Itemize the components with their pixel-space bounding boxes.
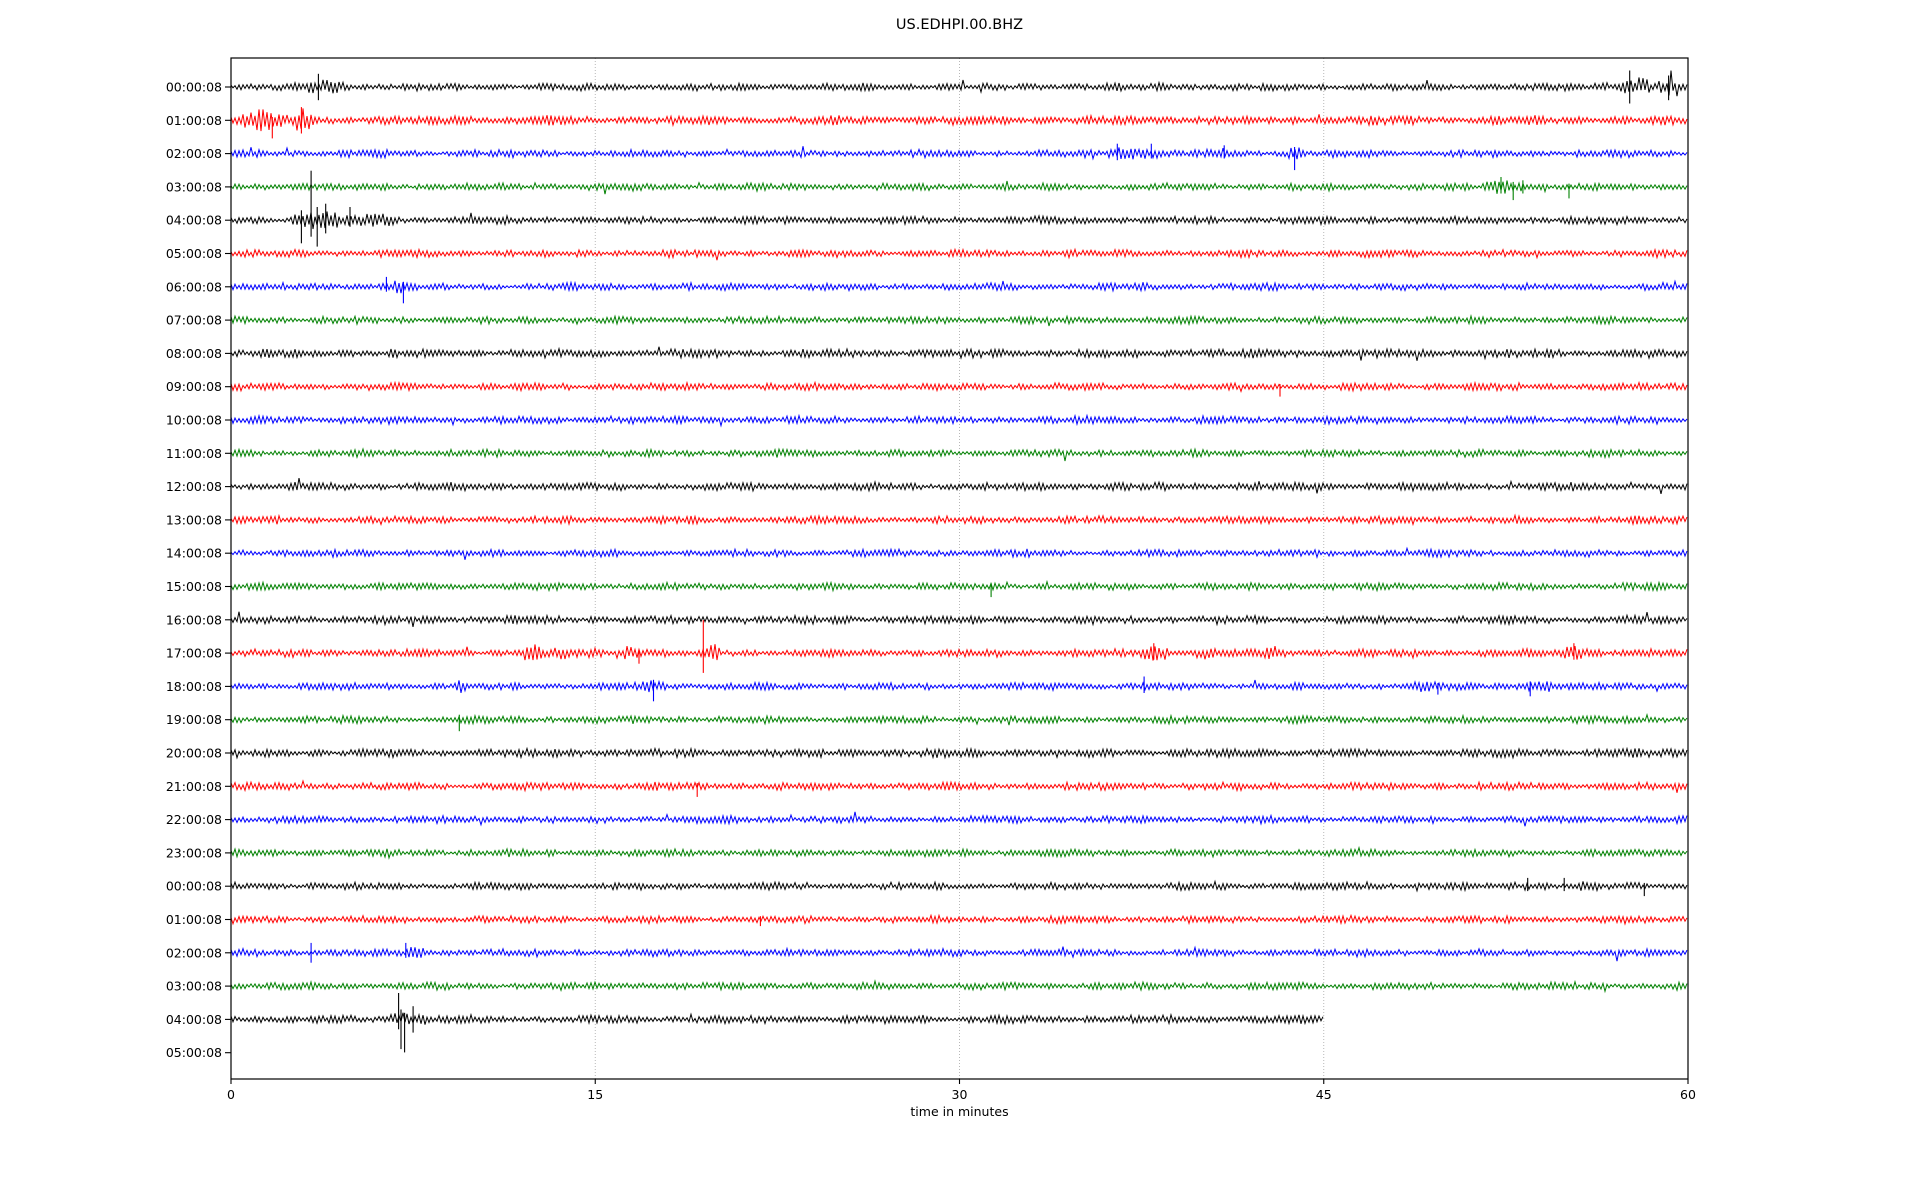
y-tick-label: 00:00:08 bbox=[166, 80, 222, 95]
y-tick-label: 16:00:08 bbox=[166, 612, 222, 627]
trace-row bbox=[230, 177, 1688, 201]
trace-row bbox=[230, 877, 1688, 897]
seismogram-trace bbox=[230, 845, 1688, 860]
trace-row bbox=[230, 170, 1688, 247]
y-tick-label: 08:00:08 bbox=[166, 346, 222, 361]
y-tick-label: 23:00:08 bbox=[166, 845, 222, 860]
seismogram-trace bbox=[230, 546, 1688, 560]
seismogram-trace bbox=[230, 146, 1688, 161]
x-tick-label: 0 bbox=[227, 1087, 235, 1102]
x-tick-label: 45 bbox=[1316, 1087, 1332, 1102]
trace-row bbox=[230, 811, 1688, 827]
y-tick-label: 15:00:08 bbox=[166, 579, 222, 594]
y-tick-label: 14:00:08 bbox=[166, 546, 222, 561]
trace-row bbox=[230, 579, 1688, 598]
seismogram-trace bbox=[230, 746, 1688, 760]
seismogram-trace bbox=[230, 879, 1688, 893]
seismogram-trace bbox=[230, 513, 1688, 527]
trace-row bbox=[230, 513, 1688, 527]
trace-row bbox=[230, 779, 1688, 797]
y-tick-label: 03:00:08 bbox=[166, 179, 222, 194]
seismogram-trace bbox=[230, 346, 1688, 361]
y-tick-label: 17:00:08 bbox=[166, 646, 222, 661]
seismogram-trace bbox=[230, 611, 1688, 627]
y-tick-label: 09:00:08 bbox=[166, 379, 222, 394]
y-tick-label: 04:00:08 bbox=[166, 213, 222, 228]
seismogram-trace bbox=[230, 713, 1688, 726]
y-tick-label: 06:00:08 bbox=[166, 279, 222, 294]
seismogram-trace bbox=[230, 579, 1688, 593]
seismogram-trace bbox=[230, 811, 1688, 827]
x-tick-label: 15 bbox=[587, 1087, 603, 1102]
y-tick-label: 05:00:08 bbox=[166, 1045, 222, 1060]
x-axis-label: time in minutes bbox=[910, 1104, 1009, 1119]
seismogram-trace bbox=[230, 247, 1688, 261]
trace-row bbox=[230, 346, 1688, 361]
y-tick-label: 13:00:08 bbox=[166, 512, 222, 527]
y-tick-label: 10:00:08 bbox=[166, 413, 222, 428]
trace-row bbox=[230, 713, 1688, 732]
trace-row bbox=[230, 247, 1688, 261]
trace-row bbox=[230, 913, 1688, 927]
seismogram-trace bbox=[230, 70, 1688, 97]
y-tick-label: 03:00:08 bbox=[166, 979, 222, 994]
x-tick-label: 30 bbox=[952, 1087, 968, 1102]
seismogram-trace bbox=[230, 644, 1688, 661]
trace-row bbox=[230, 276, 1688, 304]
seismogram-trace bbox=[230, 478, 1688, 495]
seismogram-trace bbox=[230, 945, 1688, 962]
seismogram-trace bbox=[230, 314, 1688, 327]
y-tick-label: 21:00:08 bbox=[166, 779, 222, 794]
trace-row bbox=[230, 611, 1688, 627]
trace-row bbox=[230, 942, 1688, 963]
y-tick-label: 11:00:08 bbox=[166, 446, 222, 461]
y-tick-label: 04:00:08 bbox=[166, 1012, 222, 1027]
seismogram-trace bbox=[230, 279, 1688, 294]
seismogram-trace bbox=[230, 380, 1688, 393]
y-tick-label: 05:00:08 bbox=[166, 246, 222, 261]
y-tick-label: 22:00:08 bbox=[166, 812, 222, 827]
trace-row bbox=[230, 979, 1688, 994]
seismogram-trace bbox=[230, 679, 1688, 694]
chart-title: US.EDHPI.00.BHZ bbox=[895, 17, 1024, 33]
seismogram-trace bbox=[230, 180, 1688, 195]
y-tick-label: 18:00:08 bbox=[166, 679, 222, 694]
seismogram-trace bbox=[230, 779, 1688, 793]
trace-row bbox=[230, 546, 1688, 560]
trace-row bbox=[230, 478, 1688, 495]
y-tick-label: 07:00:08 bbox=[166, 313, 222, 328]
x-tick-label: 60 bbox=[1680, 1087, 1696, 1102]
seismogram-trace bbox=[230, 1012, 1324, 1026]
y-tick-label: 01:00:08 bbox=[166, 113, 222, 128]
trace-row bbox=[230, 845, 1688, 860]
trace-row bbox=[230, 70, 1688, 104]
seismogram-trace bbox=[230, 211, 1688, 230]
trace-row bbox=[230, 314, 1688, 327]
trace-row bbox=[230, 380, 1688, 397]
y-tick-label: 19:00:08 bbox=[166, 712, 222, 727]
y-tick-label: 02:00:08 bbox=[166, 146, 222, 161]
seismogram-trace bbox=[230, 108, 1688, 132]
trace-row bbox=[230, 143, 1688, 171]
seismogram-trace bbox=[230, 447, 1688, 462]
y-tick-label: 20:00:08 bbox=[166, 746, 222, 761]
trace-row bbox=[230, 620, 1688, 673]
y-tick-label: 02:00:08 bbox=[166, 945, 222, 960]
trace-row bbox=[230, 746, 1688, 760]
y-tick-label: 00:00:08 bbox=[166, 879, 222, 894]
trace-row bbox=[230, 107, 1688, 139]
seismogram-trace bbox=[230, 913, 1688, 926]
seismogram-trace bbox=[230, 979, 1688, 994]
seismogram-trace bbox=[230, 413, 1688, 428]
y-tick-label: 12:00:08 bbox=[166, 479, 222, 494]
trace-row bbox=[230, 447, 1688, 462]
y-tick-label: 01:00:08 bbox=[166, 912, 222, 927]
trace-row bbox=[230, 993, 1324, 1053]
trace-row bbox=[230, 413, 1688, 428]
trace-row bbox=[230, 676, 1688, 702]
